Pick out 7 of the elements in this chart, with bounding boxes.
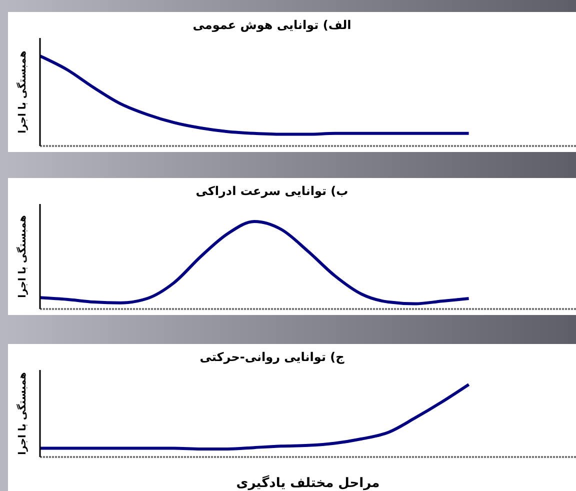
y-axis-title: همبستگی با اجرا: [16, 215, 29, 298]
y-axis-title: همبستگی با اجرا: [16, 50, 29, 134]
x-axis-title: مراحل مختلف یادگیری: [236, 475, 380, 491]
chart-title: ب) توانایی سرعت ادراکی: [194, 184, 350, 198]
y-axis-title: همبستگی با اجرا: [16, 372, 29, 455]
chart-title: ج) توانایی روانی-حرکتی: [198, 350, 346, 364]
chart-title: الف) توانایی هوش عمومی: [192, 18, 352, 32]
